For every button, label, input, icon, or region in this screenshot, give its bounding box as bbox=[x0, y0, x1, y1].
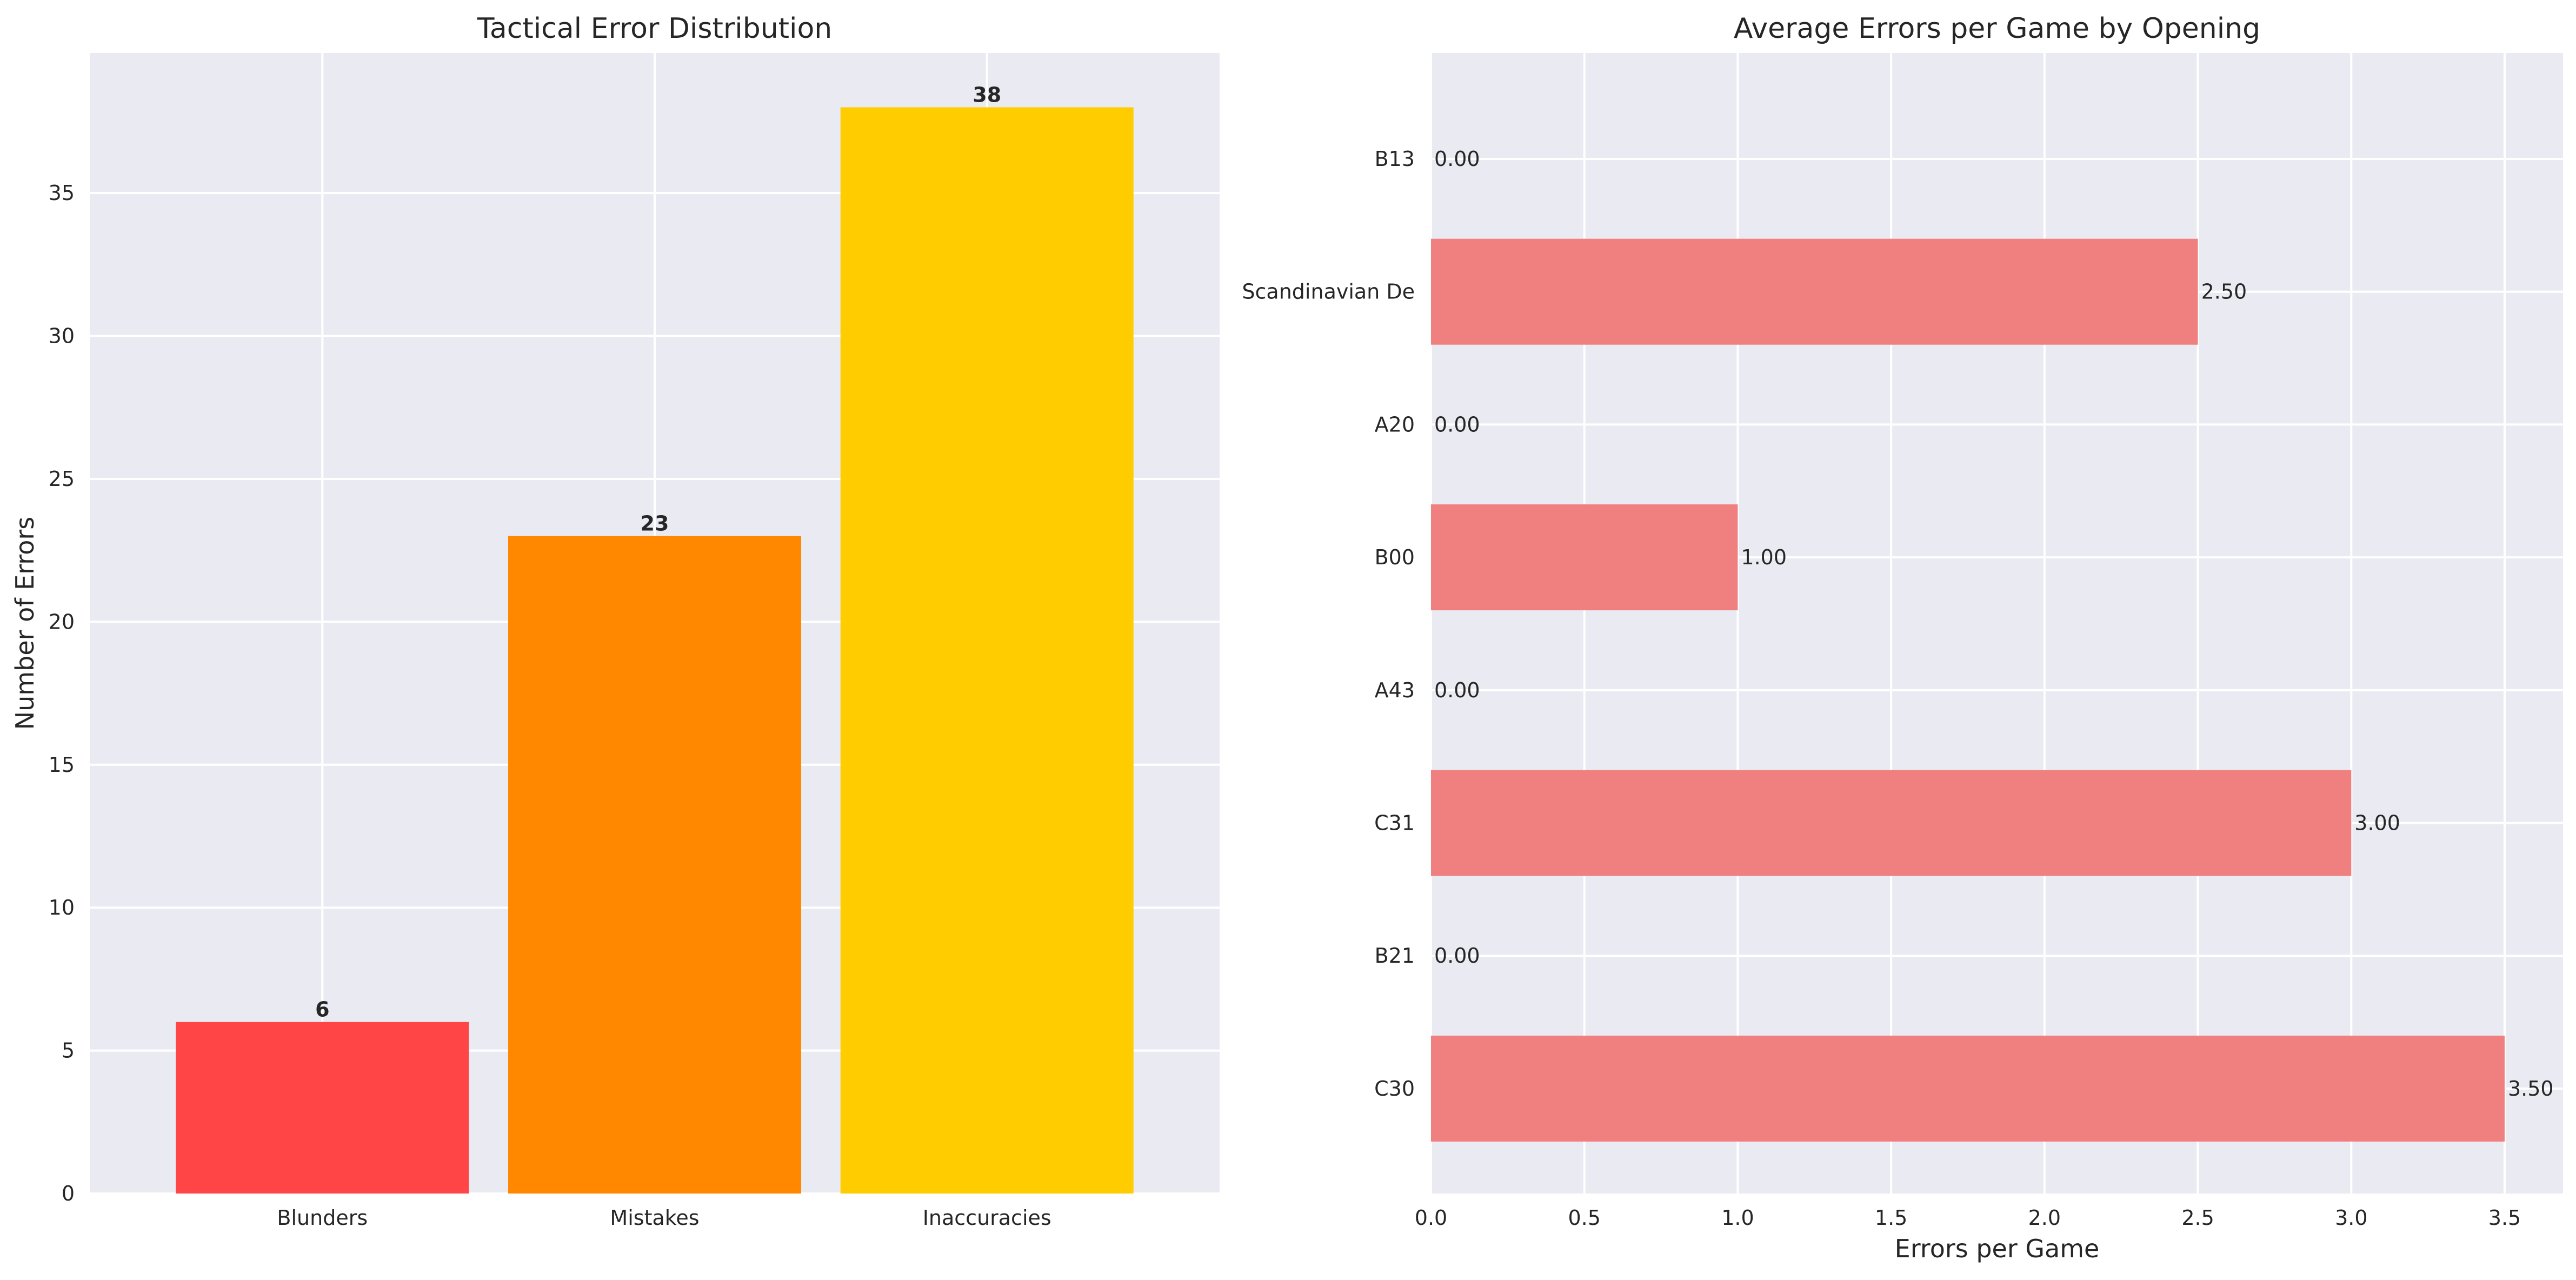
right-data-labels: 0.00 2.50 0.00 1.00 0.00 3.00 0.00 3.50 bbox=[1434, 147, 2554, 1101]
right-x-tick-label: 0.5 bbox=[1568, 1206, 1600, 1230]
left-x-tick-label: Blunders bbox=[277, 1206, 368, 1230]
right-x-tick-label: 0.0 bbox=[1415, 1206, 1447, 1230]
right-x-tick-label: 2.5 bbox=[2181, 1206, 2214, 1230]
left-y-tick-label: 35 bbox=[49, 181, 75, 205]
right-y-tick-label: Scandinavian De bbox=[1242, 280, 1415, 304]
right-x-tick-label: 1.0 bbox=[1721, 1206, 1754, 1230]
right-y-tick-label: A20 bbox=[1375, 412, 1415, 436]
left-bars bbox=[176, 107, 1134, 1194]
left-tick-labels: 0 5 10 15 20 25 30 35 Blunders Mistakes Inaccuraci… bbox=[49, 181, 1051, 1230]
opening-value-label: 1.00 bbox=[1741, 545, 1787, 569]
right-x-tick-label: 3.0 bbox=[2335, 1206, 2367, 1230]
right-tick-labels: 0.0 0.5 1.0 1.5 2.0 2.5 3.0 3.5 B13 Scandinavian … bbox=[1242, 147, 2521, 1230]
opening-value-label: 0.00 bbox=[1434, 944, 1480, 968]
right-x-tick-label: 2.0 bbox=[2028, 1206, 2061, 1230]
bar-blunders bbox=[176, 1022, 469, 1194]
opening-bar bbox=[1431, 770, 2352, 876]
right-y-tick-label: B00 bbox=[1375, 545, 1415, 569]
bar-value-label: 6 bbox=[315, 998, 329, 1022]
bar-mistakes bbox=[508, 536, 801, 1194]
bar-value-label: 38 bbox=[973, 83, 1001, 106]
left-chart-title: Tactical Error Distribution bbox=[477, 12, 833, 45]
left-y-tick-label: 5 bbox=[62, 1039, 75, 1063]
right-y-tick-label: B13 bbox=[1375, 147, 1415, 171]
left-x-tick-label: Mistakes bbox=[610, 1206, 699, 1230]
right-x-axis-label: Errors per Game bbox=[1895, 1234, 2100, 1263]
left-y-tick-label: 15 bbox=[49, 753, 75, 777]
left-y-tick-label: 10 bbox=[49, 896, 75, 919]
tactical-error-chart: 0 5 10 15 20 25 30 35 Blunders Mistakes Inaccuraci… bbox=[10, 12, 1220, 1230]
opening-errors-chart: 0.0 0.5 1.0 1.5 2.0 2.5 3.0 3.5 B13 Scandinavian … bbox=[1242, 12, 2563, 1263]
left-x-tick-label: Inaccuracies bbox=[923, 1206, 1051, 1230]
opening-value-label: 0.00 bbox=[1434, 147, 1480, 171]
left-y-tick-label: 30 bbox=[49, 324, 75, 348]
opening-value-label: 2.50 bbox=[2201, 280, 2247, 304]
opening-value-label: 3.50 bbox=[2508, 1077, 2554, 1101]
opening-bar bbox=[1431, 1035, 2505, 1142]
left-y-axis-label: Number of Errors bbox=[10, 517, 39, 730]
left-y-tick-label: 0 bbox=[62, 1182, 75, 1205]
right-x-tick-label: 3.5 bbox=[2488, 1206, 2521, 1230]
opening-bar bbox=[1431, 238, 2198, 345]
left-y-tick-label: 20 bbox=[49, 610, 75, 634]
opening-value-label: 3.00 bbox=[2354, 811, 2400, 835]
right-chart-title: Average Errors per Game by Opening bbox=[1734, 12, 2260, 45]
right-y-tick-label: A43 bbox=[1375, 678, 1415, 702]
right-y-tick-label: B21 bbox=[1375, 944, 1415, 968]
opening-value-label: 0.00 bbox=[1434, 678, 1480, 702]
right-plot-background bbox=[1431, 53, 2563, 1194]
right-x-tick-label: 1.5 bbox=[1875, 1206, 1907, 1230]
opening-bar bbox=[1431, 504, 1738, 611]
right-bars bbox=[1431, 238, 2505, 1142]
bar-inaccuracies bbox=[840, 107, 1134, 1194]
opening-value-label: 0.00 bbox=[1434, 412, 1480, 436]
right-y-tick-label: C31 bbox=[1374, 811, 1415, 835]
bar-value-label: 23 bbox=[641, 512, 669, 536]
right-y-tick-label: C30 bbox=[1374, 1077, 1415, 1101]
left-data-labels: 6 23 38 bbox=[315, 83, 1001, 1021]
left-y-tick-label: 25 bbox=[49, 467, 75, 491]
